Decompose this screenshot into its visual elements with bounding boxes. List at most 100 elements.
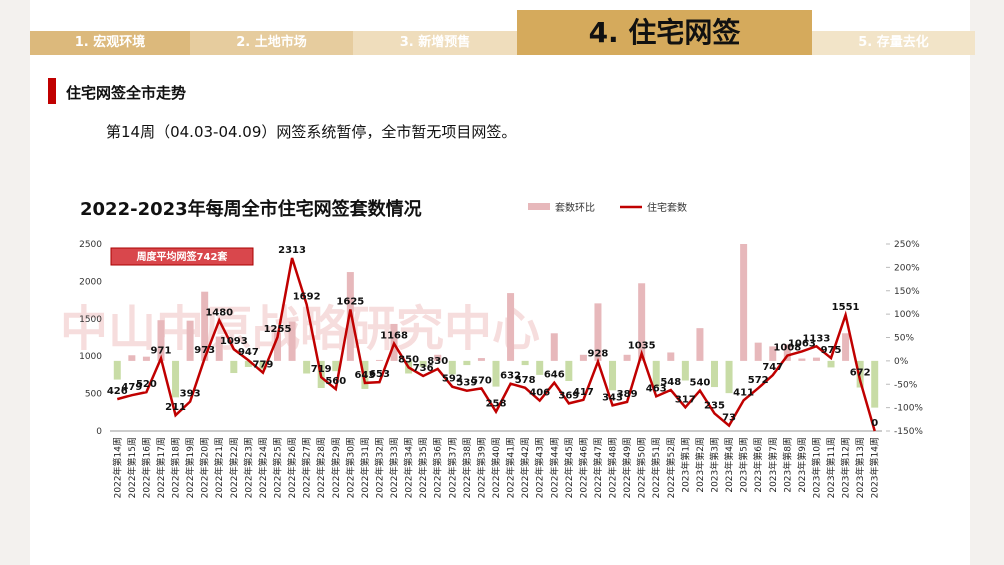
data-label: 539 [456, 378, 477, 389]
x-tick-label: 2022年第41周 [505, 437, 517, 498]
x-tick-label: 2023年第7周 [767, 437, 779, 493]
data-label: 479 [121, 382, 142, 393]
bar [725, 360, 733, 394]
data-label: 850 [398, 354, 419, 365]
x-tick-label: 2022年第20周 [199, 437, 211, 498]
data-label: 572 [748, 375, 769, 386]
watermark: 中山中原战略研究中心 [60, 301, 540, 357]
data-label: 1480 [205, 307, 233, 318]
bar [375, 359, 383, 361]
x-tick-label: 2022年第19周 [184, 437, 196, 498]
bar [842, 333, 850, 361]
bars [113, 244, 879, 408]
x-tick-label: 2022年第48周 [607, 437, 619, 498]
x-tick-label: 2022年第16周 [140, 437, 152, 498]
bar [332, 360, 340, 372]
x-tick-label: 2023年第10周 [810, 437, 822, 498]
data-label: 947 [238, 347, 259, 358]
legend-label: 套数环比 [555, 201, 595, 214]
x-tick-label: 2022年第22周 [228, 437, 240, 498]
x-tick-label: 2022年第49周 [621, 437, 633, 498]
data-label: 411 [733, 387, 754, 398]
x-tick-label: 2022年第47周 [592, 437, 604, 498]
x-tick-label: 2022年第15周 [126, 437, 138, 498]
bar [419, 360, 427, 367]
bar [594, 303, 602, 361]
bar [667, 352, 675, 361]
line [116, 257, 876, 432]
bar [754, 342, 762, 361]
bar [434, 354, 442, 361]
annotation: 周度平均网签742套 [137, 250, 229, 263]
y2-tick-label: 100% [894, 310, 920, 320]
data-label: 736 [413, 363, 434, 374]
y-tick-label: 2500 [79, 240, 102, 250]
x-tick-label: 2023年第1周 [679, 437, 691, 493]
data-label: 1133 [803, 333, 831, 344]
bar [361, 360, 369, 389]
x-tick-label: 2023年第9周 [796, 437, 808, 493]
y-tick-label: 500 [85, 390, 102, 400]
x-tick-label: 2022年第43周 [534, 437, 546, 498]
x-tick-label: 2022年第31周 [359, 437, 371, 498]
data-label: 830 [427, 356, 448, 367]
data-label: 1692 [293, 291, 321, 302]
data-label: 646 [544, 370, 565, 381]
x-tick-label: 2023年第13周 [854, 437, 866, 498]
data-label: 578 [515, 375, 536, 386]
bar [215, 336, 223, 361]
y2-tick-label: -50% [894, 380, 918, 390]
data-label: 1168 [380, 331, 408, 342]
data-label: 779 [253, 360, 274, 371]
x-tick-label: 2022年第44周 [548, 437, 560, 498]
data-label: 1093 [220, 336, 248, 347]
x-tick-label: 2022年第52周 [665, 437, 677, 498]
bar [871, 360, 879, 408]
bar [856, 360, 864, 388]
x-tick-label: 2022年第37周 [446, 437, 458, 498]
x-tick-label: 2023年第3周 [708, 437, 720, 493]
data-label: 653 [369, 369, 390, 380]
x-tick-label: 2022年第23周 [242, 437, 254, 498]
bar [623, 354, 631, 361]
x-tick-label: 2023年第11周 [825, 437, 837, 498]
bar [812, 357, 820, 361]
data-label: 747 [762, 362, 783, 373]
sheet [30, 0, 970, 565]
section-title: 住宅网签全市走势 [66, 84, 187, 102]
data-label: 393 [180, 389, 201, 400]
bar [696, 328, 704, 361]
y2-tick-label: -100% [894, 404, 923, 414]
data-label: 672 [850, 368, 871, 379]
data-label: 570 [471, 375, 492, 386]
nav-tab[interactable]: 3. 新增预售 [353, 31, 517, 55]
bar [259, 360, 267, 370]
x-tick-label: 2022年第21周 [213, 437, 225, 498]
data-label: 343 [602, 392, 623, 403]
nav-tab[interactable]: 5. 存量去化 [812, 31, 975, 55]
x-tick-label: 2022年第29周 [330, 437, 342, 498]
nav-tab-active[interactable]: 4. 住宅网签 [517, 10, 812, 55]
y-tick-label: 1000 [79, 352, 102, 362]
y2-tick-label: 250% [894, 240, 920, 250]
bar [128, 355, 136, 361]
x-tick-label: 2022年第38周 [461, 437, 473, 498]
data-label: 971 [151, 345, 172, 356]
data-label: 2313 [278, 245, 306, 256]
data-label: 632 [500, 371, 521, 382]
x-tick-label: 2023年第2周 [694, 437, 706, 493]
nav-tab[interactable]: 1. 宏观环境 [30, 31, 190, 55]
data-label: 0 [871, 418, 878, 429]
x-tick-label: 2022年第40周 [490, 437, 502, 498]
x-tick-label: 2022年第24周 [257, 437, 269, 498]
data-label: 1255 [264, 324, 292, 335]
x-tick-label: 2022年第50周 [636, 437, 648, 498]
nav-tab[interactable]: 2. 土地市场 [190, 31, 353, 55]
data-label: 560 [325, 376, 346, 387]
data-label: 719 [311, 364, 332, 375]
bar [303, 360, 311, 374]
section-marker [48, 78, 56, 104]
legend-label: 住宅套数 [647, 201, 687, 214]
bar [681, 360, 689, 381]
